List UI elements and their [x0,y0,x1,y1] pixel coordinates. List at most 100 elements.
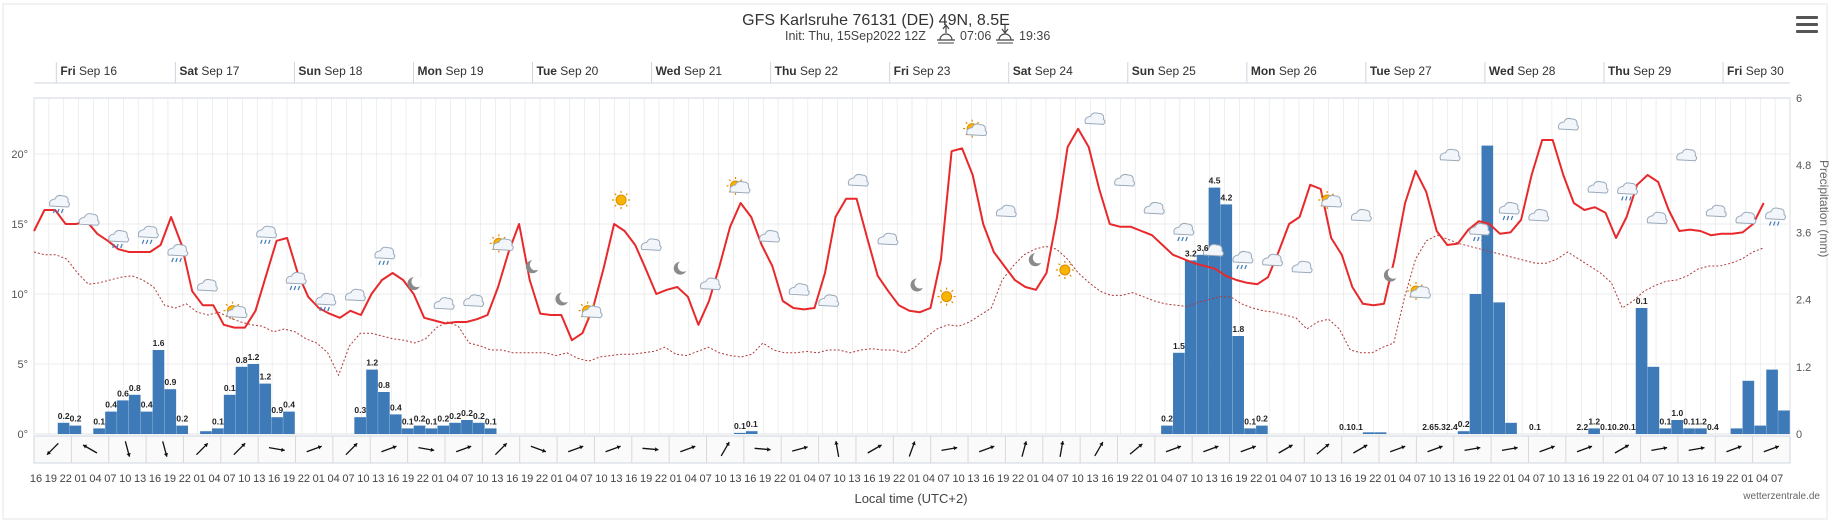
precip-label: 0.1 [485,416,497,426]
precip-bar [1742,380,1755,434]
weather-icon-cloud [1557,117,1579,131]
x-tick-label: 04 [1756,473,1768,485]
precip-label: 0.1 [212,416,224,426]
x-tick-label: 16 [1578,473,1590,485]
rain-drop [112,243,115,249]
precip-label: 0.1 [1660,416,1672,426]
weather-icon-cloud [1350,208,1372,222]
weather-icon-partly [1318,191,1343,209]
sun-shape [941,291,953,303]
weather-icon-cloud [1084,112,1106,125]
wind-arrowhead [834,441,839,445]
x-tick-label: 01 [1622,473,1634,485]
rain-drop [171,257,174,263]
cloud-shape [640,238,662,251]
rain-drop [56,208,60,214]
x-tick-label: 22 [1726,473,1738,485]
precip-label: 0.1 [1244,416,1256,426]
wind-arrowhead [1138,443,1143,448]
rain-drop [141,239,145,245]
x-tick-label: 04 [1518,473,1530,485]
x-tick-label: 22 [1488,473,1500,485]
precip-bar [69,425,82,434]
precip-label: 0.8 [378,380,390,390]
rain-drop [378,260,381,266]
rain-drop [382,260,385,266]
precip-bar [152,350,165,434]
sun-ray [951,289,954,293]
precip-bar [1635,308,1648,434]
rain-drop [1181,236,1184,242]
x-tick-label: 13 [1086,473,1098,485]
weather-icon-cloud [1439,148,1461,162]
cloud-shape [1498,201,1520,215]
x-tick-label: 13 [134,473,146,485]
sun-ray [614,193,617,196]
x-tick-label: 04 [804,473,816,485]
precip-bar [223,394,236,434]
precip-bar [200,431,212,434]
x-tick-label: 07 [1057,473,1069,485]
precip-label: 0.1 [1600,422,1612,432]
wind-arrowhead [542,448,546,453]
weather-icon-rain [167,243,189,263]
day-label: Mon Sep 26 [1251,64,1317,78]
sunrise-time: 07:06 [960,29,991,43]
x-tick-label: 04 [328,473,340,485]
precip-bar [389,414,402,434]
precip-label: 0.1 [1683,416,1695,426]
init-text: Init: Thu, 15Sep2022 12Z [785,29,926,43]
weather-icon-rain [1617,182,1639,201]
weather-icon-moon [1028,252,1044,267]
precip-bar [1754,425,1767,434]
weather-icon-cloud [818,294,840,307]
x-tick-label: 13 [848,473,860,485]
rain-drop [1477,236,1480,242]
precip-label: 4.5 [1209,176,1221,186]
cloud-shape [344,288,366,302]
sun-ray [1409,284,1412,287]
cloud-shape [1262,253,1283,267]
y-right-tick-label: 4.8 [1796,160,1811,172]
x-tick-label: 19 [283,473,295,485]
y-right-tick-label: 0 [1796,429,1802,441]
x-tick-label: 01 [551,473,563,485]
weather-icon-cloud [877,232,899,246]
rain-drop [1621,196,1624,201]
cloud-shape [374,246,396,260]
precip-bar [1161,425,1173,434]
rain-drop [293,285,297,291]
x-tick-label: 01 [313,473,325,485]
outer-frame [2,3,1828,520]
precip-label: 1.2 [366,358,378,368]
precip-bar [1778,410,1790,434]
weather-icon-rain [108,229,130,249]
wind-arrowhead [1099,442,1103,447]
weather-icon-cloud [1114,173,1136,187]
precip-bar [283,411,295,434]
menu-icon[interactable] [1796,16,1818,34]
rain-drop [1776,221,1780,226]
precip-bar [211,428,224,434]
precip-bar [401,428,414,434]
wind-arrowhead [1214,445,1219,450]
wind-arrowhead [1737,445,1742,450]
rain-drop [319,306,322,312]
weather-icon-sun [612,191,631,209]
precip-label: 0.1 [224,383,236,393]
wind-arrowhead [990,445,995,450]
x-tick-label: 07 [1295,473,1307,485]
x-tick-label: 07 [104,473,116,485]
precip-bar [449,422,461,434]
x-tick-label: 10 [1548,473,1560,485]
precip-bar [1469,294,1482,434]
precip-bar [437,425,450,434]
rain-drop [386,260,389,266]
cloud-shape [285,271,307,285]
wind-arrowhead [911,441,916,446]
x-tick-label: 07 [700,473,712,485]
x-tick-label: 01 [432,473,444,485]
sun-ray [1069,274,1072,277]
weather-icon-sun [1055,261,1074,279]
rain-drop [1236,264,1239,270]
